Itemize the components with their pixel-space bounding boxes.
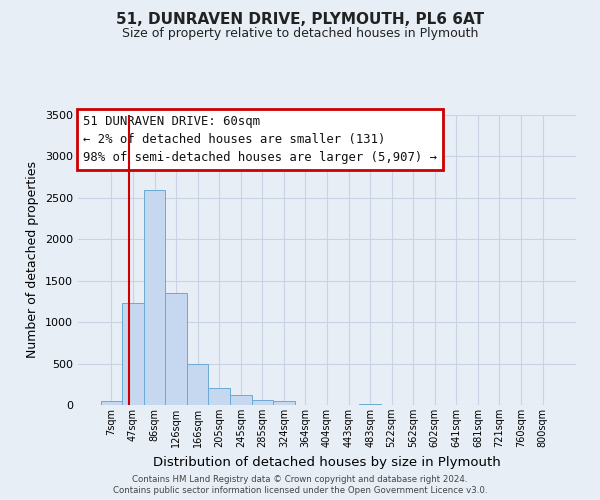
- Text: Size of property relative to detached houses in Plymouth: Size of property relative to detached ho…: [122, 28, 478, 40]
- Bar: [230, 396, 251, 405]
- Bar: [187, 364, 208, 405]
- Text: 51 DUNRAVEN DRIVE: 60sqm
← 2% of detached houses are smaller (131)
98% of semi-d: 51 DUNRAVEN DRIVE: 60sqm ← 2% of detache…: [83, 115, 437, 164]
- Bar: [273, 401, 295, 405]
- Bar: [144, 190, 166, 405]
- Text: Contains HM Land Registry data © Crown copyright and database right 2024.: Contains HM Land Registry data © Crown c…: [132, 475, 468, 484]
- Bar: [208, 388, 230, 405]
- Bar: [251, 400, 273, 405]
- Bar: [359, 404, 381, 405]
- X-axis label: Distribution of detached houses by size in Plymouth: Distribution of detached houses by size …: [153, 456, 501, 468]
- Text: Contains public sector information licensed under the Open Government Licence v3: Contains public sector information licen…: [113, 486, 487, 495]
- Y-axis label: Number of detached properties: Number of detached properties: [26, 162, 40, 358]
- Bar: [122, 303, 144, 405]
- Bar: [166, 293, 187, 405]
- Text: 51, DUNRAVEN DRIVE, PLYMOUTH, PL6 6AT: 51, DUNRAVEN DRIVE, PLYMOUTH, PL6 6AT: [116, 12, 484, 28]
- Bar: [101, 401, 122, 405]
